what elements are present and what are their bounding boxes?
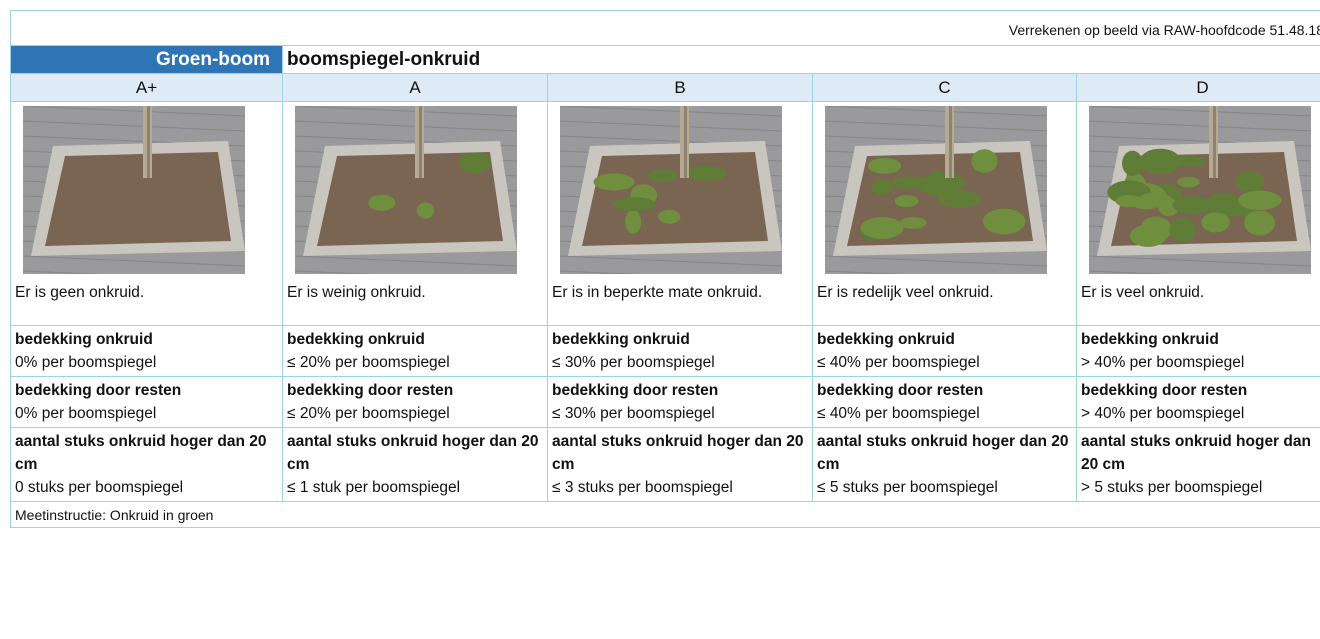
criterion-value: ≤ 3 stuks per boomspiegel — [552, 479, 733, 496]
criterion-value: 0% per boomspiegel — [15, 405, 156, 422]
criterion-label: bedekking door resten — [15, 379, 278, 402]
criterion: bedekking door resten ≤ 30% per boomspieg… — [548, 377, 813, 428]
criterion-value: 0% per boomspiegel — [15, 354, 156, 371]
criterion-value: 0 stuks per boomspiegel — [15, 479, 183, 496]
criterion-label: bedekking onkruid — [15, 328, 278, 351]
criterion: aantal stuks onkruid hoger dan 20 cm ≤ 3 … — [548, 428, 813, 502]
description: Er is redelijk veel onkruid. — [813, 281, 1077, 326]
title: boomspiegel-onkruid — [283, 46, 1320, 74]
criterion-label: bedekking door resten — [817, 379, 1072, 402]
criterion-value: > 40% per boomspiegel — [1081, 405, 1244, 422]
photo-cell — [11, 102, 283, 282]
criterion: bedekking door resten ≤ 20% per boomspieg… — [283, 377, 548, 428]
criterion-label: bedekking onkruid — [1081, 328, 1320, 351]
criterion: aantal stuks onkruid hoger dan 20 cm 0 st… — [11, 428, 283, 502]
criterion-value: > 5 stuks per boomspiegel — [1081, 479, 1262, 496]
grade: B — [548, 74, 813, 102]
grade: A — [283, 74, 548, 102]
description: Er is in beperkte mate onkruid. — [548, 281, 813, 326]
criterion: bedekking door resten ≤ 40% per boomspieg… — [813, 377, 1077, 428]
criterion-value: ≤ 30% per boomspiegel — [552, 405, 715, 422]
criterion-label: bedekking onkruid — [817, 328, 1072, 351]
photo — [1089, 106, 1311, 274]
photo-cell — [1077, 102, 1320, 282]
description: Er is weinig onkruid. — [283, 281, 548, 326]
photo — [825, 106, 1047, 274]
description: Er is veel onkruid. — [1077, 281, 1320, 326]
criterion: aantal stuks onkruid hoger dan 20 cm ≤ 5 … — [813, 428, 1077, 502]
description: Er is geen onkruid. — [11, 281, 283, 326]
footer: Meetinstructie: Onkruid in groen — [11, 502, 1320, 528]
criterion-label: aantal stuks onkruid hoger dan 20 cm — [817, 430, 1072, 476]
note: Verrekenen op beeld via RAW-hoofdcode 51… — [11, 11, 1320, 46]
criterion-value: ≤ 20% per boomspiegel — [287, 405, 450, 422]
photo-cell — [548, 102, 813, 282]
criterion: bedekking door resten 0% per boomspiegel — [11, 377, 283, 428]
category: Groen-boom — [11, 46, 283, 74]
criterion-label: bedekking onkruid — [552, 328, 808, 351]
criterion-value: ≤ 20% per boomspiegel — [287, 354, 450, 371]
criterion-label: aantal stuks onkruid hoger dan 20 cm — [1081, 430, 1320, 476]
criterion: aantal stuks onkruid hoger dan 20 cm > 5 … — [1077, 428, 1320, 502]
criterion: bedekking onkruid ≤ 40% per boomspiegel — [813, 326, 1077, 377]
criterion-label: bedekking door resten — [1081, 379, 1320, 402]
criterion-label: aantal stuks onkruid hoger dan 20 cm — [15, 430, 278, 476]
criterion: bedekking onkruid 0% per boomspiegel — [11, 326, 283, 377]
criterion: aantal stuks onkruid hoger dan 20 cm ≤ 1 … — [283, 428, 548, 502]
grade: C — [813, 74, 1077, 102]
photo — [23, 106, 245, 274]
criterion-label: bedekking door resten — [552, 379, 808, 402]
criterion-value: ≤ 30% per boomspiegel — [552, 354, 715, 371]
criterion-label: aantal stuks onkruid hoger dan 20 cm — [287, 430, 543, 476]
criterion-value: ≤ 5 stuks per boomspiegel — [817, 479, 998, 496]
criterion-value: ≤ 40% per boomspiegel — [817, 354, 980, 371]
criterion: bedekking onkruid ≤ 30% per boomspiegel — [548, 326, 813, 377]
photo-cell — [813, 102, 1077, 282]
criterion-value: ≤ 40% per boomspiegel — [817, 405, 980, 422]
photo — [295, 106, 517, 274]
grade: D — [1077, 74, 1320, 102]
photo — [560, 106, 782, 274]
page: Verrekenen op beeld via RAW-hoofdcode 51… — [0, 0, 1320, 639]
criterion: bedekking onkruid > 40% per boomspiegel — [1077, 326, 1320, 377]
photo-cell — [283, 102, 548, 282]
criterion: bedekking door resten > 40% per boomspieg… — [1077, 377, 1320, 428]
standard-table: Verrekenen op beeld via RAW-hoofdcode 51… — [10, 10, 1320, 528]
criterion-value: ≤ 1 stuk per boomspiegel — [287, 479, 460, 496]
criterion-label: bedekking onkruid — [287, 328, 543, 351]
criterion-label: bedekking door resten — [287, 379, 543, 402]
criterion: bedekking onkruid ≤ 20% per boomspiegel — [283, 326, 548, 377]
criterion-label: aantal stuks onkruid hoger dan 20 cm — [552, 430, 808, 476]
grade: A+ — [11, 74, 283, 102]
criterion-value: > 40% per boomspiegel — [1081, 354, 1244, 371]
